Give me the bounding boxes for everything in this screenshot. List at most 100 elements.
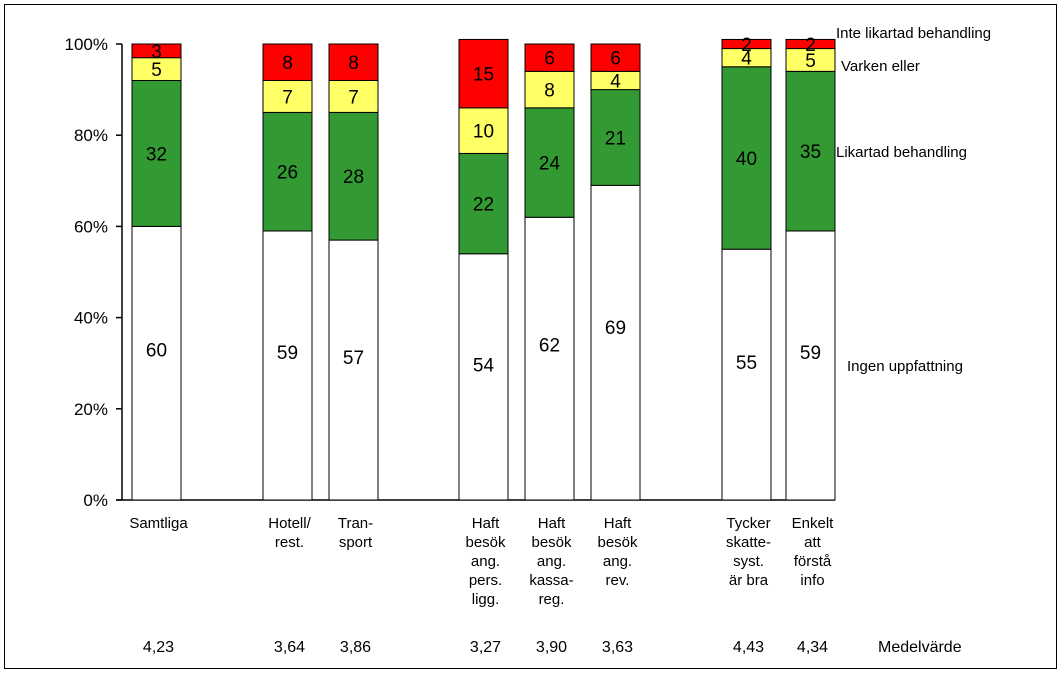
category-label: Haft [604, 515, 632, 532]
category-label: sport [339, 534, 373, 551]
legend-label: Likartad behandling [836, 144, 967, 161]
bar-group: 57 28 7 8 [328, 43, 379, 501]
bar-group: 60 32 53 [131, 42, 182, 501]
category-label: Hotell/ [268, 515, 311, 532]
mean-value: 3,63 [602, 639, 633, 656]
y-tick-label: 60% [74, 217, 108, 236]
segment-label: 2 [805, 35, 816, 56]
segment-label: 3 [151, 42, 162, 63]
mean-value: 4,43 [733, 639, 764, 656]
segment-label: 24 [539, 154, 561, 175]
legend-label: Varken eller [841, 58, 920, 75]
category-label: info [800, 572, 824, 589]
segment-label: 4 [610, 71, 621, 92]
category-label: Tran- [338, 515, 373, 532]
category-label: Tycker [726, 515, 770, 532]
bar-segment [785, 230, 836, 501]
bar-segment [590, 184, 641, 501]
segment-label: 59 [277, 343, 298, 364]
y-tick-label: 40% [74, 309, 108, 328]
segment-label: 55 [736, 353, 757, 374]
segment-label: 5 [151, 60, 162, 81]
category-label: rev. [606, 572, 630, 589]
bar-segment [524, 70, 575, 109]
segment-label: 62 [539, 336, 560, 357]
bar-group: 59 26 7 8 [262, 43, 313, 501]
segment-label: 15 [473, 65, 494, 86]
category-label: ang. [603, 553, 632, 570]
segment-label: 54 [473, 356, 495, 377]
bar-segment [262, 230, 313, 501]
bar-segment [262, 79, 313, 113]
y-tick-label: 0% [83, 491, 108, 510]
mean-value: 4,34 [797, 639, 828, 656]
bar-group: 54 22 10 15 [458, 38, 509, 501]
segment-label: 21 [605, 128, 626, 149]
bar-segment [458, 253, 509, 501]
category-label: skatte- [726, 534, 771, 551]
category-label: besök [531, 534, 572, 551]
bar-segment [785, 70, 836, 232]
bar-segment [524, 216, 575, 501]
mean-value: 3,27 [470, 639, 501, 656]
bar-segment [721, 248, 772, 501]
mean-value: 3,90 [536, 639, 567, 656]
bar-segment [131, 43, 182, 59]
category-label: ang. [471, 553, 500, 570]
bar-segment [328, 79, 379, 113]
segment-label: 26 [277, 163, 298, 184]
bar-segment [458, 152, 509, 255]
bar-segment [721, 66, 772, 250]
category-label: att [804, 534, 822, 551]
segment-label: 59 [800, 343, 821, 364]
y-tick-label: 80% [74, 126, 108, 145]
mean-value: 3,64 [274, 639, 305, 656]
bar-segment [721, 38, 772, 50]
bar-group: 69 21 46 [590, 43, 641, 501]
bar-segment [131, 79, 182, 227]
category-label: Haft [472, 515, 500, 532]
segment-label: 69 [605, 318, 626, 339]
category-label: besök [597, 534, 638, 551]
bar-segment [524, 107, 575, 218]
segment-label: 8 [544, 81, 555, 102]
category-label: förstå [794, 553, 832, 570]
segment-label: 57 [343, 348, 364, 369]
category-label: syst. [733, 553, 764, 570]
category-label: pers. [469, 572, 502, 589]
bar-segment [262, 43, 313, 81]
category-label: Haft [538, 515, 566, 532]
mean-value: 3,86 [340, 639, 371, 656]
bar-segment [131, 225, 182, 501]
legend-label: Ingen uppfattning [847, 358, 963, 375]
segment-label: 6 [610, 49, 621, 70]
category-label: ang. [537, 553, 566, 570]
category-label: kassa- [529, 572, 573, 589]
segment-label: 8 [282, 53, 293, 74]
y-tick-label: 20% [74, 400, 108, 419]
bar-segment [524, 43, 575, 72]
segment-label: 60 [146, 341, 167, 362]
mean-value: 4,23 [143, 639, 174, 656]
category-label: besök [465, 534, 506, 551]
segment-label: 4 [741, 49, 752, 70]
category-label: rest. [275, 534, 304, 551]
bar-segment [590, 43, 641, 72]
bar-segment [328, 43, 379, 81]
bar-segment [328, 111, 379, 241]
bar-group: 62 24 8 6 [524, 43, 575, 501]
category-label: är bra [729, 572, 769, 589]
segment-label: 7 [282, 87, 293, 108]
segment-label: 32 [146, 144, 167, 165]
bar-segment [262, 111, 313, 232]
bar-group: 59 35 52 [785, 35, 836, 501]
segment-label: 5 [805, 51, 816, 72]
segment-label: 28 [343, 167, 364, 188]
category-label: ligg. [472, 591, 500, 608]
bar-segment [458, 38, 509, 109]
category-label: Samtliga [129, 515, 188, 532]
bar-group: 55 40 42 [721, 35, 772, 501]
segment-label: 6 [544, 49, 555, 70]
bar-segment [785, 38, 836, 50]
